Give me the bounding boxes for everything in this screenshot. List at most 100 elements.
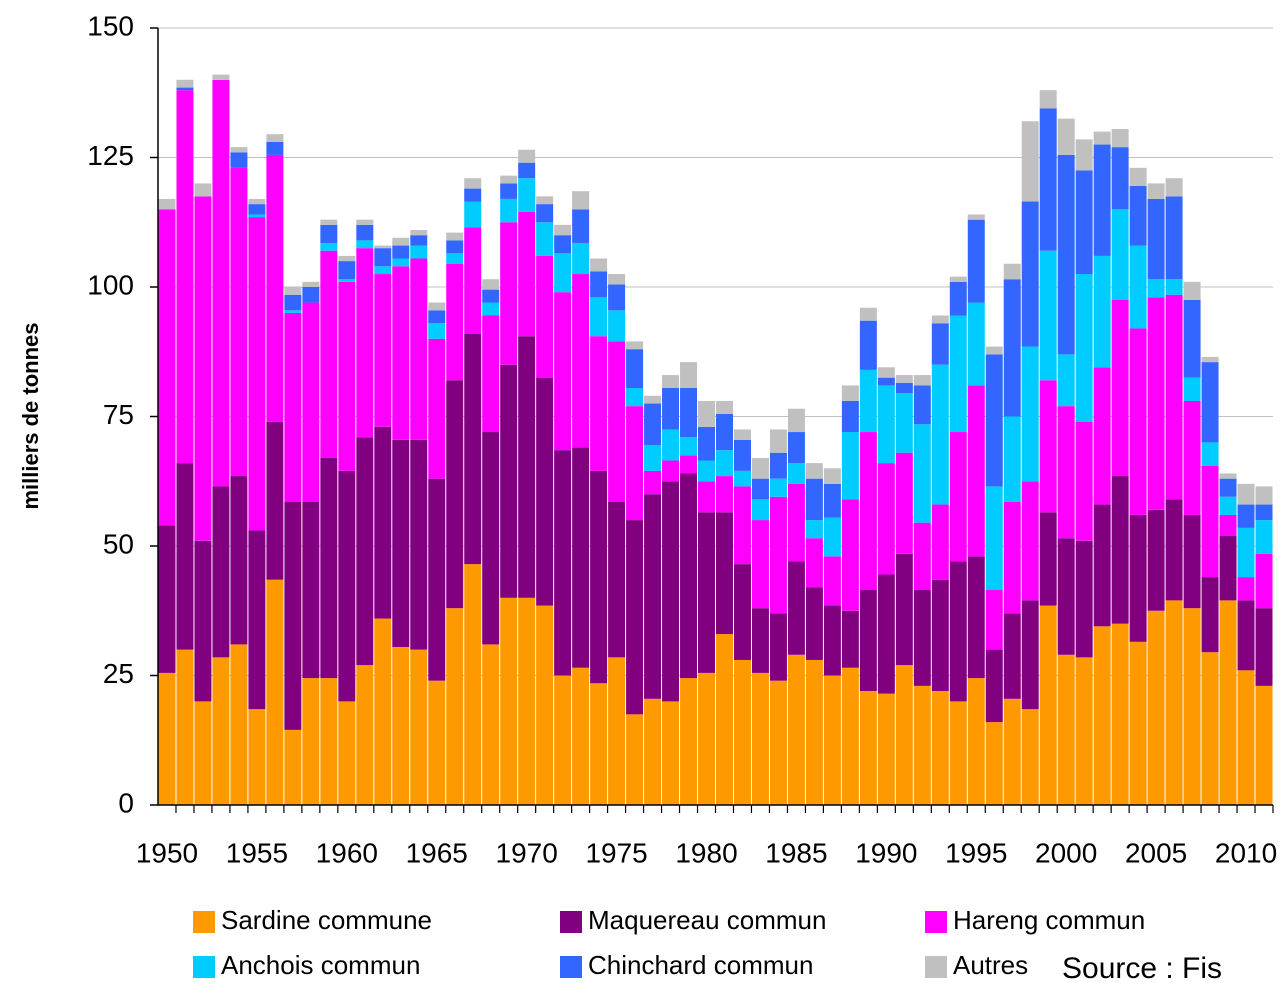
x-tick-label: 1975 xyxy=(585,837,647,868)
bar-segment xyxy=(787,463,805,484)
bar-segment xyxy=(338,281,356,471)
bar-segment xyxy=(733,659,751,805)
bar-segment xyxy=(1057,406,1075,539)
bar-segment xyxy=(895,375,913,383)
bar-segment xyxy=(698,400,715,427)
bar-segment xyxy=(590,470,608,684)
bar-segment xyxy=(230,167,248,477)
x-tick-label: 1980 xyxy=(675,837,737,868)
bar-segment xyxy=(931,504,949,580)
bar-segment xyxy=(1255,608,1273,686)
bar-segment xyxy=(1201,577,1219,653)
y-tick-label: 125 xyxy=(87,140,134,171)
bar-segment xyxy=(967,678,985,805)
bar-segment xyxy=(554,235,572,254)
bar-segment xyxy=(212,486,230,658)
bar-segment xyxy=(1147,610,1165,805)
bar-segment xyxy=(931,579,949,692)
bar-segment xyxy=(823,605,841,676)
bar-segment xyxy=(1075,540,1093,658)
bar-segment xyxy=(626,349,644,389)
bar-segment xyxy=(949,561,967,702)
bar-segment xyxy=(194,701,212,805)
bar-segment xyxy=(877,693,895,805)
bar-segment xyxy=(500,364,518,598)
bar-segment xyxy=(284,310,302,313)
bar-segment xyxy=(1255,553,1273,609)
bar-segment xyxy=(1219,535,1237,601)
bar-segment xyxy=(374,245,392,249)
bar-segment xyxy=(931,691,949,805)
bar-segment xyxy=(392,647,410,805)
bar-segment xyxy=(230,152,248,168)
bar-segment xyxy=(949,701,967,805)
bar-segment xyxy=(248,709,266,805)
bar-segment xyxy=(949,276,967,282)
bar-segment xyxy=(230,147,248,153)
bar-segment xyxy=(248,198,266,205)
bar-segment xyxy=(284,729,302,805)
legend-swatch xyxy=(193,911,215,933)
bar-segment xyxy=(859,432,877,591)
bar-segment xyxy=(1075,657,1093,805)
bar-segment xyxy=(158,209,176,526)
bar-segment xyxy=(841,385,859,401)
bar-segment xyxy=(1075,421,1093,541)
bar-segment xyxy=(320,224,338,243)
bar-segment xyxy=(266,141,284,155)
bar-segment xyxy=(230,476,248,645)
bar-segment xyxy=(662,460,680,482)
bar-segment xyxy=(536,377,554,606)
bar-segment xyxy=(590,297,608,337)
bar-segment xyxy=(1003,263,1021,280)
bar-segment xyxy=(194,540,212,702)
bar-segment xyxy=(859,691,877,805)
bar-segment xyxy=(823,468,841,484)
bar-segment xyxy=(518,211,536,337)
bar-segment xyxy=(805,478,823,521)
bar-segment xyxy=(859,369,877,433)
bar-segment xyxy=(1255,504,1273,521)
bar-segment xyxy=(1183,608,1201,805)
bar-segment xyxy=(428,302,446,311)
bar-segment xyxy=(1237,483,1255,505)
bar-segment xyxy=(733,564,751,660)
bar-segment xyxy=(176,649,194,805)
bar-segment xyxy=(356,240,374,249)
bar-segment xyxy=(1147,509,1165,611)
legend-label: Maquereau commun xyxy=(588,905,826,935)
bar-segment xyxy=(320,250,338,458)
bar-segment xyxy=(428,680,446,805)
bar-segment xyxy=(1183,377,1201,401)
bar-segment xyxy=(374,266,392,275)
x-tick-label: 1995 xyxy=(945,837,1007,868)
bar-segment xyxy=(985,722,1003,805)
bar-segment xyxy=(392,266,410,440)
bar-segment xyxy=(1075,139,1093,171)
bar-segment xyxy=(877,574,895,694)
x-tick-label: 1985 xyxy=(765,837,827,868)
bar-segment xyxy=(554,450,572,676)
bar-segment xyxy=(446,380,464,609)
bar-segment xyxy=(1003,501,1021,614)
bar-segment xyxy=(787,654,805,805)
bar-segment xyxy=(1057,654,1075,805)
bar-segment xyxy=(662,388,680,430)
x-tick-label: 1970 xyxy=(496,837,558,868)
bar-segment xyxy=(1237,577,1255,601)
bar-segment xyxy=(518,162,536,179)
bar-segment xyxy=(895,452,913,554)
bar-segment xyxy=(1255,685,1273,805)
bar-segment xyxy=(1183,281,1201,300)
bar-segment xyxy=(482,432,500,645)
bar-segment xyxy=(176,463,194,650)
bar-segment xyxy=(428,323,446,339)
bar-segment xyxy=(1075,170,1093,275)
y-tick-label: 150 xyxy=(87,10,134,41)
bar-segment xyxy=(482,289,500,303)
bar-segment xyxy=(751,520,769,609)
bar-segment xyxy=(1129,185,1147,246)
bar-segment xyxy=(823,517,841,557)
bar-segment xyxy=(1201,356,1219,363)
bar-segment xyxy=(338,255,356,262)
